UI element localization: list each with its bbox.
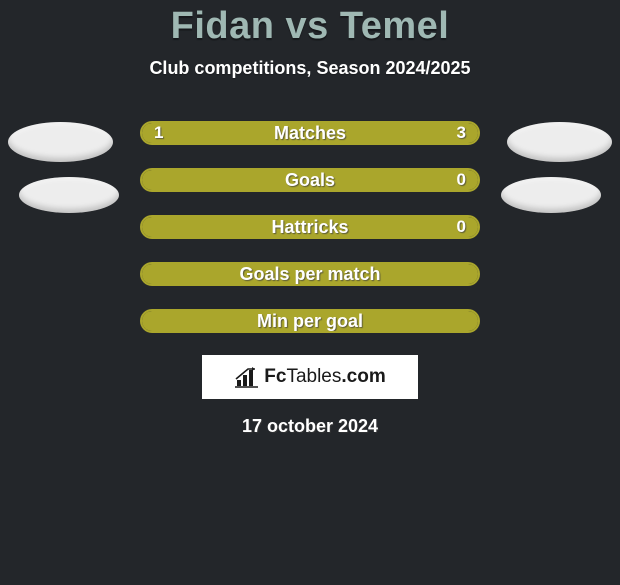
logo: FcTables.com xyxy=(234,366,385,388)
stat-value-right: 0 xyxy=(457,217,466,237)
player-right-avatar-1 xyxy=(507,122,612,162)
stat-row-hattricks: Hattricks 0 xyxy=(140,215,480,239)
stat-row-goals: Goals 0 xyxy=(140,168,480,192)
stat-row-min-per-goal: Min per goal xyxy=(140,309,480,333)
stat-label: Matches xyxy=(142,123,478,143)
player-left-avatar-2 xyxy=(19,177,119,213)
stat-label: Goals xyxy=(142,170,478,190)
subtitle: Club competitions, Season 2024/2025 xyxy=(0,58,620,79)
date-label: 17 october 2024 xyxy=(0,416,620,437)
stat-row-matches: 1 Matches 3 xyxy=(140,121,480,145)
logo-box: FcTables.com xyxy=(202,355,418,399)
page-title: Fidan vs Temel xyxy=(0,5,620,48)
stat-value-right: 0 xyxy=(457,170,466,190)
player-left-avatar-1 xyxy=(8,122,113,162)
stat-label: Goals per match xyxy=(142,264,478,284)
stat-row-goals-per-match: Goals per match xyxy=(140,262,480,286)
stat-label: Hattricks xyxy=(142,217,478,237)
stat-value-right: 3 xyxy=(457,123,466,143)
bar-chart-icon xyxy=(234,366,260,388)
stat-label: Min per goal xyxy=(142,311,478,331)
logo-text: FcTables.com xyxy=(264,366,385,388)
player-right-avatar-2 xyxy=(501,177,601,213)
